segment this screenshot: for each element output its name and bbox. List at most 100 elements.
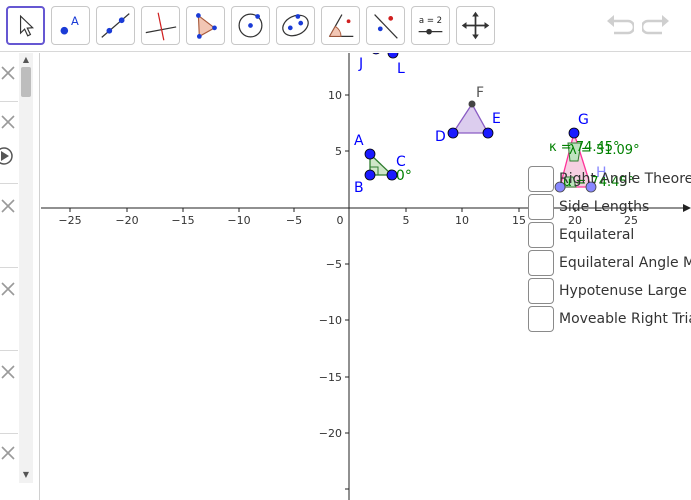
delete-object-button[interactable] <box>0 358 20 386</box>
point-B[interactable] <box>364 169 376 181</box>
play-icon <box>0 147 13 165</box>
checkbox[interactable] <box>528 222 554 248</box>
x-tick-label: −25 <box>58 214 81 227</box>
angle-tool[interactable] <box>321 6 360 45</box>
slider-tool[interactable]: a = 2 <box>411 6 450 45</box>
delete-object-button[interactable] <box>0 108 20 136</box>
angle-label-lambda: λ = 31.09° <box>569 143 640 158</box>
reflect-about-line-icon <box>374 14 398 39</box>
point-label-E: E <box>492 111 501 127</box>
y-tick-label: −20 <box>319 427 342 440</box>
point[interactable] <box>370 43 382 55</box>
checkbox-right-angle-theorem[interactable]: Right Angle Theorem <box>528 165 691 193</box>
delete-object-button[interactable] <box>0 192 20 220</box>
line-through-two-points-icon <box>101 13 130 38</box>
checkbox-label: Equilateral Angle Measures <box>559 255 691 271</box>
angle-sector-lambda <box>567 142 582 162</box>
circle-center-point-icon <box>238 13 263 38</box>
point-label-J: J <box>358 56 363 72</box>
move-graphics-view-tool[interactable] <box>456 6 495 45</box>
checkbox-side-lengths[interactable]: Side Lengths <box>528 193 649 221</box>
line-tool[interactable] <box>96 6 135 45</box>
checkbox-label: Hypotenuse Large <box>559 283 687 299</box>
checkbox-label: Right Angle Theorem <box>559 171 691 187</box>
checkbox-label: Side Lengths <box>559 199 650 215</box>
slider-icon: a = 2 <box>418 16 443 35</box>
point-D[interactable] <box>447 127 459 139</box>
checkbox-moveable-right-triangle[interactable]: Moveable Right Triangle <box>528 305 691 333</box>
close-icon <box>1 365 15 379</box>
y-tick-label: −15 <box>319 371 342 384</box>
reflect-tool[interactable] <box>366 6 405 45</box>
x-tick-label: 5 <box>403 214 410 227</box>
x-tick-label: −10 <box>227 214 250 227</box>
point-tool[interactable]: A <box>51 6 90 45</box>
circle-tool[interactable] <box>231 6 270 45</box>
close-icon <box>1 199 15 213</box>
divider <box>0 350 18 351</box>
checkbox-equilateral[interactable]: Equilateral <box>528 221 634 249</box>
perpendicular-line-tool[interactable] <box>141 6 180 45</box>
checkbox[interactable] <box>528 278 554 304</box>
point-label-L: L <box>397 61 405 77</box>
checkbox[interactable] <box>528 306 554 332</box>
point-H[interactable] <box>585 181 597 193</box>
point-I[interactable] <box>554 181 566 193</box>
point-E[interactable] <box>482 127 494 139</box>
undo-button[interactable] <box>604 12 636 40</box>
y-tick-label: −5 <box>326 258 342 271</box>
point-label-C: C <box>396 154 406 170</box>
angle-icon <box>328 14 354 38</box>
perpendicular-line-icon <box>145 12 177 41</box>
divider <box>0 267 18 268</box>
y-tick-label: 10 <box>328 89 342 102</box>
triangle-DEF-shape[interactable] <box>451 102 490 134</box>
x-axis-arrow <box>683 204 691 212</box>
x-tick-label: −15 <box>171 214 194 227</box>
x-tick-label: −20 <box>115 214 138 227</box>
point-G[interactable] <box>568 127 580 139</box>
angle-label-kappa: κ = 74.45° <box>549 140 620 155</box>
graphics-view[interactable]: −25 −20 −15 −10 −5 0 5 10 15 20 25 <box>41 43 691 500</box>
checkbox-hypotenuse-large[interactable]: Hypotenuse Large <box>528 277 687 305</box>
point-L[interactable] <box>387 47 399 59</box>
point-A[interactable] <box>364 148 376 160</box>
point-label-H: H <box>596 165 607 181</box>
point-C[interactable] <box>386 169 398 181</box>
scroll-down-icon[interactable]: ▼ <box>22 470 30 479</box>
arrow-cursor-icon <box>19 14 35 37</box>
polygon-tool[interactable] <box>186 6 225 45</box>
delete-object-button[interactable] <box>0 439 20 467</box>
checkbox[interactable] <box>528 250 554 276</box>
right-angle-mark <box>370 166 379 175</box>
play-animation-button[interactable] <box>0 142 20 170</box>
angle-sector-mu <box>563 176 577 188</box>
move-tool[interactable] <box>6 6 45 45</box>
point-label-A: A <box>354 133 364 149</box>
scroll-thumb[interactable] <box>21 67 31 97</box>
redo-button[interactable] <box>640 12 672 40</box>
checkbox[interactable] <box>528 166 554 192</box>
x-tick-label: 15 <box>512 214 526 227</box>
sidebar-scrollbar[interactable]: ▲ ▼ <box>19 53 33 483</box>
ellipse-tool[interactable] <box>276 6 315 45</box>
triangle-ABC[interactable] <box>369 152 394 176</box>
svg-text:a = 2: a = 2 <box>419 16 442 26</box>
delete-object-button[interactable] <box>0 275 20 303</box>
polygon-icon <box>196 13 217 39</box>
y-tick-label: −10 <box>319 314 342 327</box>
x-tick-label: −5 <box>286 214 302 227</box>
delete-object-button[interactable] <box>0 59 20 87</box>
scroll-up-icon[interactable]: ▲ <box>22 55 30 64</box>
checkbox[interactable] <box>528 194 554 220</box>
partial-points-top: J L <box>358 43 405 77</box>
graphics-canvas[interactable]: −25 −20 −15 −10 −5 0 5 10 15 20 25 <box>41 43 691 500</box>
redo-icon <box>640 15 669 35</box>
point-F[interactable] <box>468 100 476 108</box>
close-icon <box>1 115 15 129</box>
checkbox-equilateral-angle-measures[interactable]: Equilateral Angle Measures <box>528 249 691 277</box>
origin-label: 0 <box>337 214 344 227</box>
right-triangle-ABC: 90° A B C <box>354 133 412 196</box>
point-label-B: B <box>354 180 364 196</box>
